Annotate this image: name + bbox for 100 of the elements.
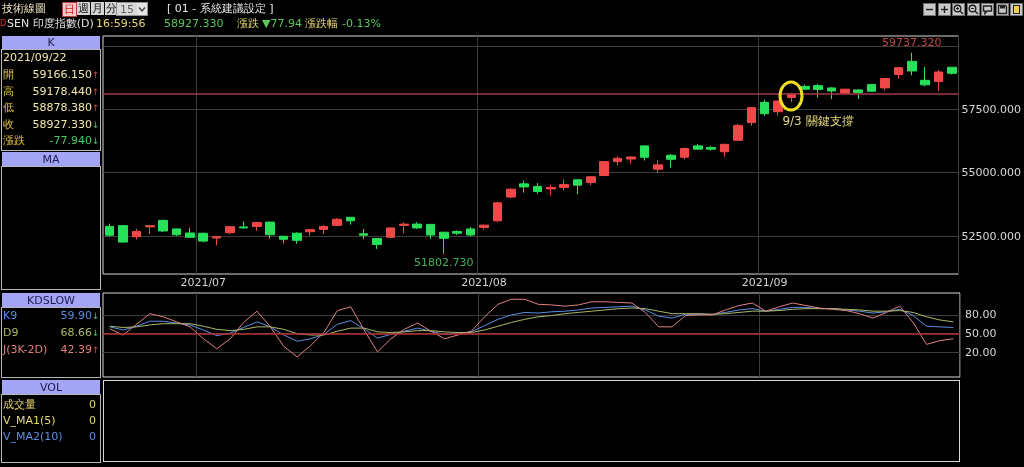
candlestick: [172, 228, 181, 237]
text: ↓: [92, 119, 100, 131]
text: ↑: [92, 69, 100, 81]
candlestick: [239, 220, 248, 230]
chart-subtitle: SEN 印度指數(D): [7, 17, 94, 30]
annotation: 51802.730: [414, 255, 474, 269]
candlestick: [452, 229, 462, 236]
text: VOL: [39, 380, 63, 394]
text: 0: [89, 430, 96, 443]
text: 成交量: [3, 398, 36, 411]
candlestick: [212, 235, 221, 246]
text: 漲跌幅: [305, 17, 338, 30]
candlestick: [747, 106, 756, 127]
candlestick: [813, 83, 823, 99]
text: ↓: [92, 310, 100, 322]
candlestick: [332, 217, 342, 227]
candlestick: [399, 221, 409, 234]
text: 月: [91, 2, 104, 15]
text: 59.90: [60, 309, 92, 322]
x-tick-label: 2021/07: [180, 276, 227, 289]
annotation: 59737.320: [881, 35, 942, 49]
candlestick: [586, 175, 596, 186]
chart-title: K: [47, 36, 55, 49]
text: D: [0, 19, 7, 29]
candlestick: [198, 232, 208, 243]
text: D9: [3, 326, 19, 339]
candlestick: [346, 216, 355, 226]
text: 漲跌: [237, 17, 259, 30]
candlestick: [506, 187, 516, 199]
candlestick: [292, 231, 302, 245]
candlestick: [559, 178, 569, 191]
chart-title: KDSLOW: [27, 293, 75, 307]
text: 漲跌: [3, 134, 25, 147]
candlestick: [947, 66, 957, 76]
text: 58927.330: [164, 17, 224, 30]
candlestick: [185, 227, 195, 239]
candlestick: [907, 52, 917, 76]
candlestick: [493, 201, 502, 223]
text: 59166.150: [32, 68, 92, 81]
y-tick-label: 80.00: [965, 308, 997, 322]
text: 16:59:56: [96, 17, 146, 30]
text: V_MA1(5): [3, 414, 56, 427]
candlestick: [265, 221, 275, 240]
candlestick: [439, 231, 449, 255]
text: J(3K-2D): [3, 343, 48, 356]
candlestick: [533, 182, 542, 195]
candlestick: [105, 223, 114, 238]
text: 技術線圖: [2, 2, 46, 15]
y-tick-label: 50.00: [965, 327, 997, 341]
candlestick: [132, 228, 141, 240]
candlestick: [145, 224, 155, 235]
text: ↓: [92, 135, 100, 147]
candlestick: [693, 143, 703, 151]
candlestick: [386, 227, 395, 239]
candlestick: [653, 159, 663, 174]
y-tick-label: 52500.000: [961, 229, 1022, 243]
candlestick: [372, 237, 382, 250]
text: -0.13%: [342, 17, 381, 30]
text: 高: [3, 85, 14, 98]
candlestick: [573, 178, 582, 195]
candlestick: [894, 66, 903, 80]
text: 日: [62, 2, 77, 17]
candlestick: [733, 123, 743, 142]
y-tick-label: 55000.000: [961, 166, 1022, 180]
candlestick: [880, 77, 890, 91]
text: 低: [3, 101, 14, 114]
text: V_MA2(10): [3, 430, 63, 443]
candlestick: [158, 219, 168, 233]
candlestick: [640, 144, 649, 162]
text: 0: [89, 414, 96, 427]
y-tick-label: 20.00: [965, 346, 997, 360]
x-tick-label: 2021/08: [461, 276, 507, 289]
text: ↑: [92, 344, 100, 356]
candlestick: [666, 153, 676, 169]
text: 68.66: [60, 326, 92, 339]
candlestick: [760, 99, 769, 117]
text: ↑: [92, 86, 100, 98]
candlestick: [412, 221, 422, 230]
candlestick: [279, 235, 288, 244]
candlestick: [479, 224, 489, 231]
text: 42.39: [60, 343, 92, 356]
text: MA: [42, 152, 60, 166]
candlestick: [706, 145, 716, 152]
text: 58878.380: [32, 101, 92, 114]
candlestick: [680, 147, 689, 160]
candlestick: [853, 88, 863, 100]
candlestick: [934, 69, 943, 92]
x-tick-label: 2021/09: [741, 276, 788, 289]
text: [ 01 - 系統建議設定 ]: [167, 2, 274, 15]
text: ▼77.94: [262, 17, 302, 30]
candlestick: [359, 228, 368, 240]
text: 59178.440: [32, 85, 92, 98]
candlestick: [827, 86, 836, 100]
candlestick: [613, 155, 622, 167]
candlestick: [720, 143, 729, 158]
text: K9: [3, 309, 18, 322]
text: ↑: [92, 102, 100, 114]
candlestick: [519, 180, 529, 194]
candlestick: [466, 226, 475, 237]
candlestick: [626, 155, 636, 165]
